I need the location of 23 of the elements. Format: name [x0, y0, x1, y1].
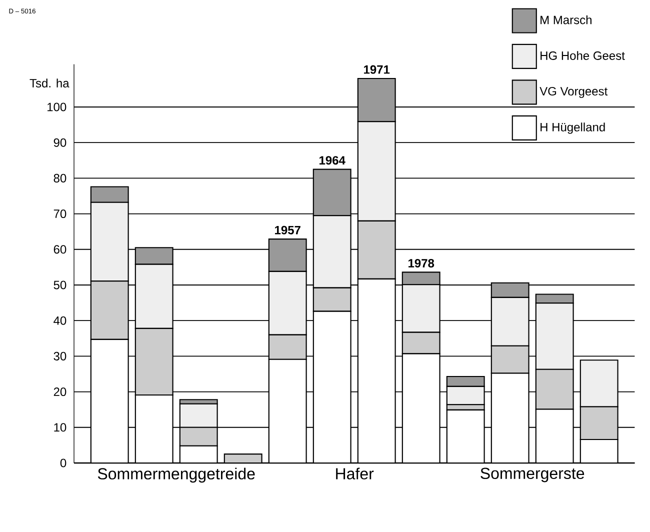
text: Sommergerste [480, 468, 584, 482]
y-tick-label: 80 [54, 174, 66, 182]
y-tick-label: 50 [54, 280, 66, 290]
y-tick-label: 100 [48, 102, 66, 112]
legend-label: VG Vorgeest [540, 87, 608, 98]
text: Hafer [336, 468, 374, 480]
y-tick-label: 70 [54, 210, 66, 218]
y-tick-label: 0 [60, 458, 66, 468]
text: Sommermenggetreide [98, 468, 255, 483]
annotation: 1964 [320, 156, 346, 165]
y-tick-label: 60 [54, 245, 66, 254]
annotation: 1957 [275, 226, 300, 234]
y-tick-label: 30 [54, 352, 66, 360]
annotation: 1971 [364, 65, 390, 74]
y-tick-label: 10 [54, 423, 66, 432]
legend-label: HG Hohe Geest [540, 51, 625, 60]
y-tick-label: 20 [54, 388, 66, 396]
legend-label: M Marsch [540, 15, 592, 24]
legend-label: H Hügelland [540, 122, 605, 134]
annotation: 1978 [408, 258, 434, 268]
y-tick-label: 90 [54, 138, 66, 147]
y-tick-label: 40 [54, 316, 66, 325]
y-axis-title: Tsd. ha [30, 78, 70, 88]
